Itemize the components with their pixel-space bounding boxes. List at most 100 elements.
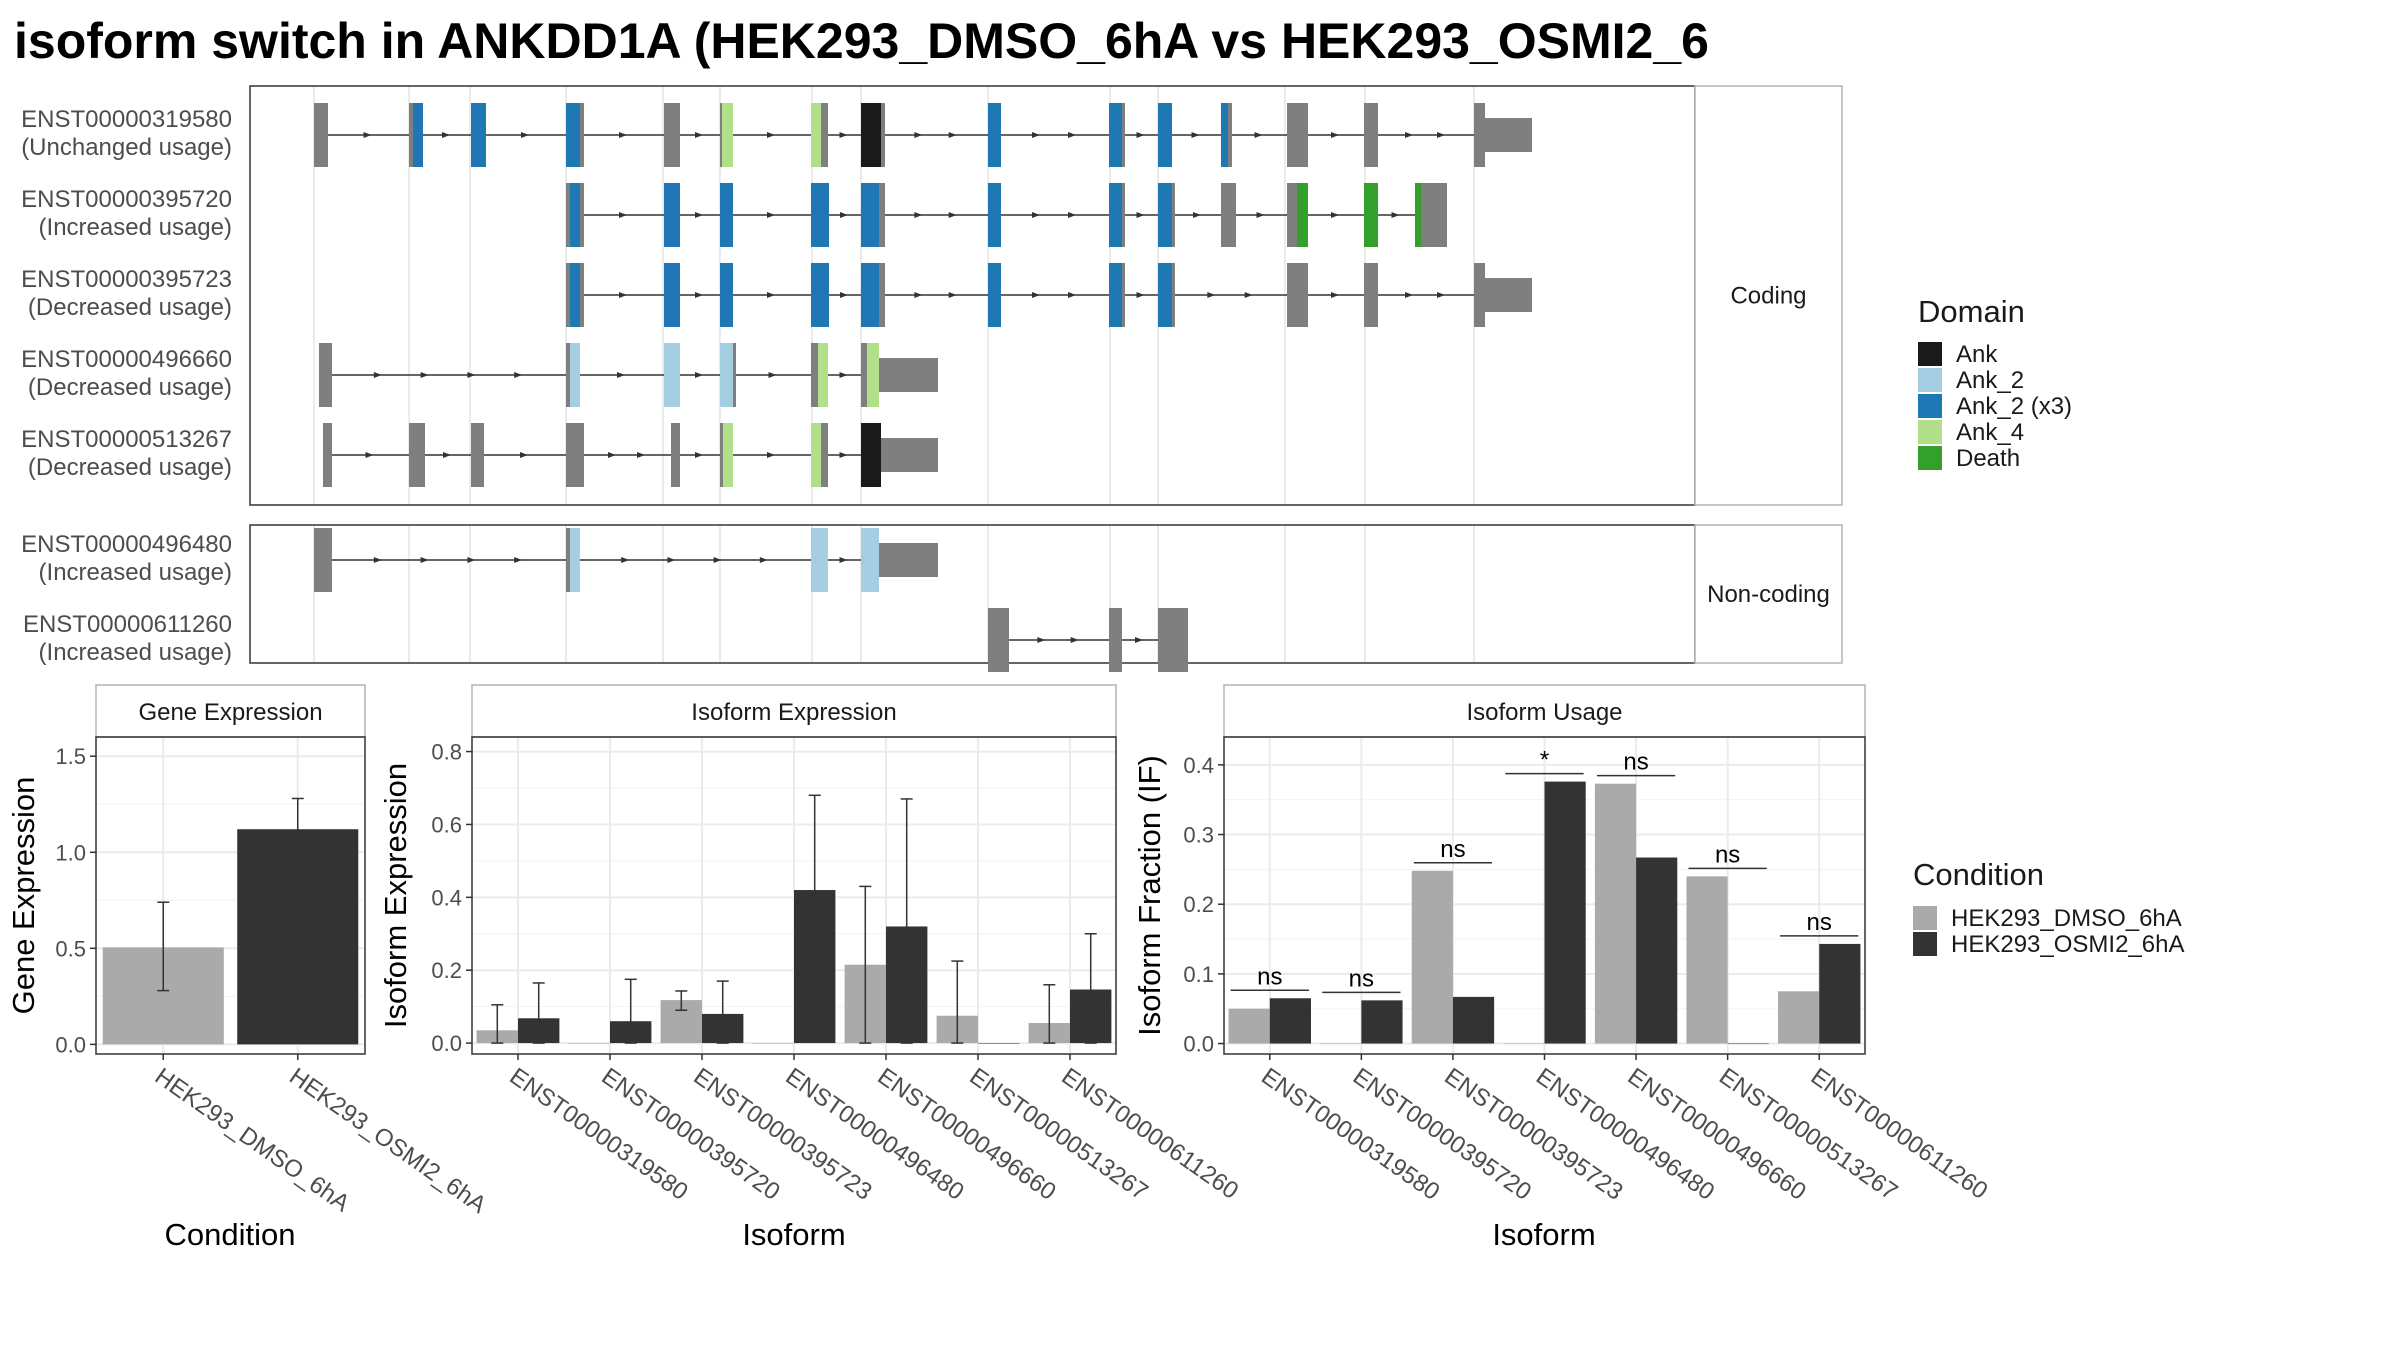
structure-panel-bg (250, 525, 1695, 663)
x-axis-label: Isoform (1492, 1217, 1595, 1252)
exon-domain-ank-2-x3- (570, 183, 580, 247)
intron-arrow (1405, 132, 1413, 138)
intron-arrow (1437, 292, 1445, 298)
intron-arrow (1256, 212, 1265, 218)
intron-arrow (768, 372, 777, 378)
chart-title: Isoform Usage (1466, 699, 1622, 726)
bar (1778, 991, 1820, 1044)
bar (237, 829, 359, 1045)
significance-label: ns (1440, 836, 1465, 863)
exon-domain-ank-2-x3- (664, 263, 680, 327)
y-tick-label: 0.3 (1183, 823, 1214, 848)
bar (1686, 876, 1728, 1044)
intron-arrow (619, 292, 627, 298)
isoform-usage-label: (Decreased usage) (28, 294, 232, 321)
exon-domain-ank-4 (723, 423, 733, 487)
exon-domain-ank-2 (720, 343, 733, 407)
significance-label: ns (1807, 909, 1832, 936)
exon-domain-ank-2-x3- (720, 263, 733, 327)
exon-block (566, 263, 570, 327)
exon-domain-ank-2-x3- (570, 263, 580, 327)
y-tick-label: 1.0 (55, 840, 86, 865)
y-tick-label: 0.0 (55, 1032, 86, 1057)
intron-arrow (617, 372, 625, 378)
exon-domain-ank-4 (811, 423, 821, 487)
intron-arrow (1391, 212, 1400, 218)
exon-domain-ank-2-x3- (471, 103, 486, 167)
intron-arrow (1244, 292, 1253, 298)
exon-domain-ank-4 (722, 103, 733, 167)
chart-isoform-expression: Isoform Expression 0.0 0.2 0.4 0.6 0.8 Isoform… (378, 684, 1243, 1252)
intron-arrow (839, 452, 848, 458)
intron-arrow (520, 452, 528, 458)
intron-arrow (1068, 212, 1076, 218)
exon-domain-ank (861, 103, 881, 167)
domain-legend-label: Death (1956, 445, 2020, 472)
bar (1452, 996, 1495, 1044)
intron-arrow (621, 557, 630, 563)
isoform-id-label: ENST00000496480 (21, 531, 232, 558)
exon-domain-ank-2-x3- (1158, 183, 1172, 247)
intron-arrow (767, 212, 775, 218)
exon-block (1109, 608, 1122, 672)
isoform-usage-label: (Increased usage) (39, 559, 232, 586)
exon-domain-ank-2 (861, 528, 879, 592)
exon-block (664, 103, 680, 167)
bar (1727, 1043, 1769, 1045)
intron-arrow (713, 557, 722, 563)
intron-arrow (365, 452, 374, 458)
exon-block (1485, 278, 1532, 312)
exon-block (988, 608, 1009, 672)
bar (1269, 998, 1311, 1044)
y-tick-label: 0.5 (55, 936, 86, 961)
isoform-usage-label: (Increased usage) (39, 639, 232, 666)
exon-domain-ank-2-x3- (1158, 103, 1172, 167)
intron-arrow (442, 132, 450, 138)
exon-block (879, 543, 938, 577)
y-tick-label: 0.4 (1183, 753, 1214, 778)
exon-block (1221, 183, 1236, 247)
exon-domain-ank-2-x3- (988, 103, 1001, 167)
exon-domain-ank-2-x3- (413, 103, 423, 167)
intron-arrow (521, 132, 529, 138)
exon-block (720, 103, 722, 167)
domain-legend-swatch (1918, 342, 1942, 366)
isoform-id-label: ENST00000319580 (21, 106, 232, 133)
exon-block (1364, 103, 1378, 167)
significance-label: ns (1623, 749, 1648, 776)
intron-arrow (1068, 132, 1076, 138)
exon-domain-ank-2-x3- (988, 183, 1001, 247)
domain-legend-swatch (1918, 420, 1942, 444)
intron-arrow (1037, 637, 1046, 643)
intron-arrow (619, 212, 627, 218)
intron-arrow (1193, 212, 1201, 218)
exon-domain-ank-2-x3- (566, 103, 580, 167)
intron-arrow (840, 212, 848, 218)
exon-block (409, 423, 425, 487)
domain-legend-label: Ank_2 (x3) (1956, 393, 2072, 420)
intron-arrow (1405, 292, 1413, 298)
significance-label: * (1540, 747, 1549, 774)
intron-arrow (363, 132, 372, 138)
domain-legend-label: Ank_2 (1956, 367, 2024, 394)
exon-block (314, 103, 324, 167)
isoform-structure-panel: Coding Non-coding ENST00000319580(Unchange… (21, 85, 1843, 672)
bar (1411, 870, 1453, 1044)
chart-gene-expression: Gene Expression 0.0 0.5 1.0 1.5 Gene Expressi… (6, 684, 491, 1252)
chart-title-strip (95, 684, 366, 738)
intron-arrow (467, 557, 476, 563)
exon-domain-ank-2-x3- (811, 263, 829, 327)
domain-legend-label: Ank (1956, 341, 1998, 368)
intron-arrow (695, 212, 703, 218)
condition-legend-swatch (1913, 932, 1937, 956)
domain-legend-swatch (1918, 394, 1942, 418)
chart-title-strip (1223, 684, 1866, 738)
intron-arrow (695, 452, 703, 458)
exon-block (580, 183, 584, 247)
exon-block (879, 358, 938, 392)
exon-block (720, 423, 723, 487)
intron-arrow (420, 557, 429, 563)
intron-arrow (420, 372, 429, 378)
intron-arrow (948, 292, 957, 298)
